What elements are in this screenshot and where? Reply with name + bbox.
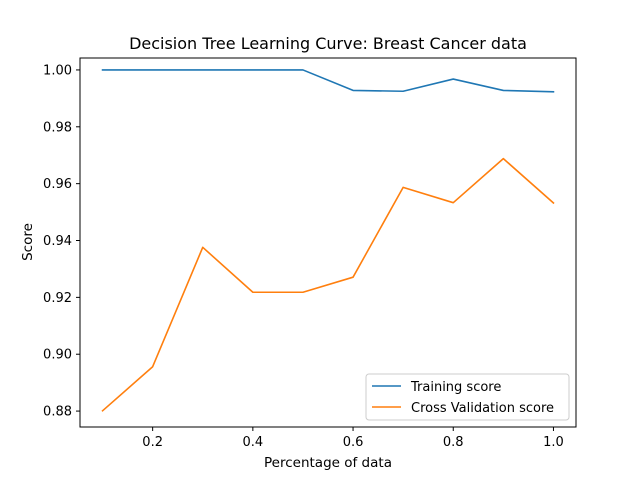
- x-axis-ticks: 0.2 0.4 0.6 0.8 1.0: [142, 427, 564, 450]
- y-tick-label: 0.92: [43, 291, 72, 306]
- x-tick-label: 0.2: [142, 435, 163, 450]
- legend-box: [365, 373, 570, 421]
- y-axis-ticks: 0.88 0.90 0.92 0.94 0.96 0.98 1.00: [43, 63, 80, 420]
- y-tick-label: 0.94: [43, 234, 72, 249]
- training-score-line: [101, 69, 555, 93]
- chart-title: Decision Tree Learning Curve: Breast Can…: [129, 34, 527, 53]
- cross-validation-score-line: [101, 157, 555, 412]
- y-tick-label: 0.88: [43, 405, 72, 420]
- y-tick-label: 0.90: [43, 348, 72, 363]
- y-tick-label: 0.96: [43, 177, 72, 192]
- x-tick-label: 1.0: [543, 435, 564, 450]
- plot-frame: [79, 57, 577, 428]
- series-lines: [101, 69, 555, 412]
- x-tick-label: 0.8: [443, 435, 464, 450]
- y-tick-label: 0.98: [43, 120, 72, 135]
- legend: Training score Cross Validation score: [365, 373, 570, 421]
- y-axis-label: Score: [20, 223, 36, 261]
- y-tick-label: 1.00: [43, 63, 72, 78]
- x-axis-label: Percentage of data: [264, 455, 392, 471]
- x-tick-label: 0.6: [343, 435, 364, 450]
- legend-label-cross-validation: Cross Validation score: [411, 401, 554, 416]
- x-tick-label: 0.4: [243, 435, 264, 450]
- legend-label-training: Training score: [410, 380, 501, 395]
